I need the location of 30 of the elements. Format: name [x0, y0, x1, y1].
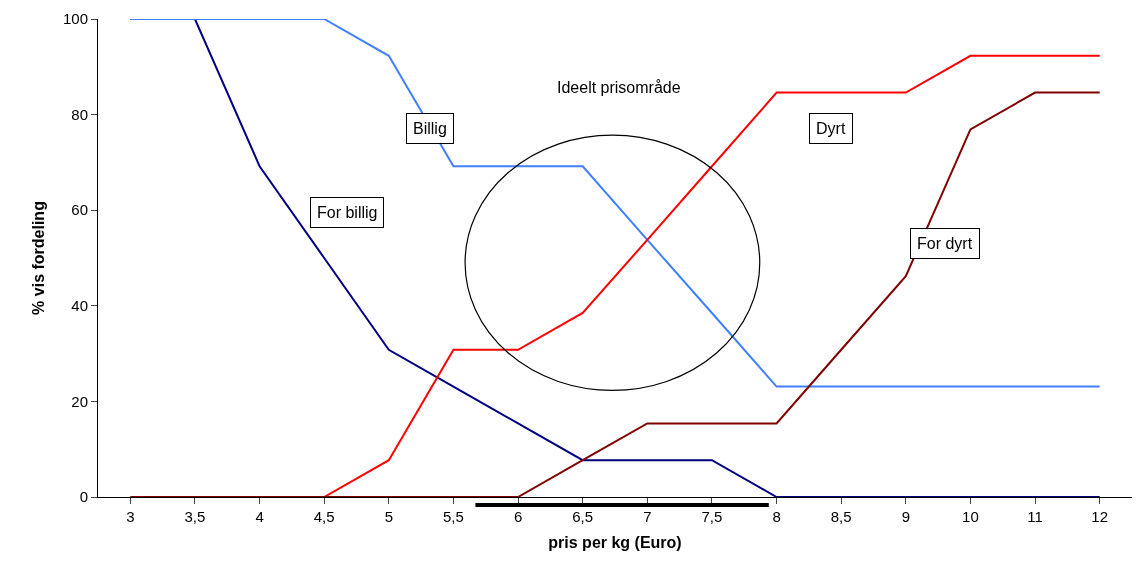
x-tick-label: 5,5: [443, 508, 464, 525]
annotation: Ideelt prisområde: [557, 79, 681, 96]
y-tick-label: 40: [71, 297, 88, 315]
x-tick-label: 4: [255, 508, 264, 525]
x-tick-label: 7: [643, 508, 652, 525]
series-label: For billig: [317, 204, 378, 221]
series-label: For dyrt: [917, 235, 973, 252]
x-tick-label: 8: [772, 508, 781, 525]
x-tick-label: 4,5: [313, 508, 335, 525]
y-tick-label: 60: [71, 201, 88, 219]
series-label: Billig: [413, 120, 447, 137]
line-series: [129, 19, 1101, 388]
y-axis-title: % vis fordeling: [29, 201, 47, 315]
x-tick-label: 10: [962, 508, 979, 525]
y-tick-label: 20: [71, 392, 88, 410]
y-tick-label: 100: [62, 10, 88, 28]
y-tick-label: 80: [71, 105, 88, 123]
x-tick-label: 8,5: [830, 508, 852, 525]
x-axis-title: pris per kg (Euro): [548, 533, 682, 551]
x-tick-label: 11: [1027, 508, 1043, 525]
x-tick-label: 9: [901, 508, 910, 525]
x-tick-label: 3: [126, 508, 135, 525]
x-tick-label: 7,5: [701, 508, 723, 525]
series-label: Dyrt: [816, 120, 846, 137]
x-tick-label: 5: [384, 508, 393, 525]
y-tick-label: 0: [79, 488, 88, 506]
x-tick-label: 3,5: [184, 508, 206, 525]
x-tick-label: 6: [513, 508, 523, 525]
x-tick-label: 6,5: [572, 508, 594, 525]
x-tick-label: 12: [1091, 508, 1109, 525]
